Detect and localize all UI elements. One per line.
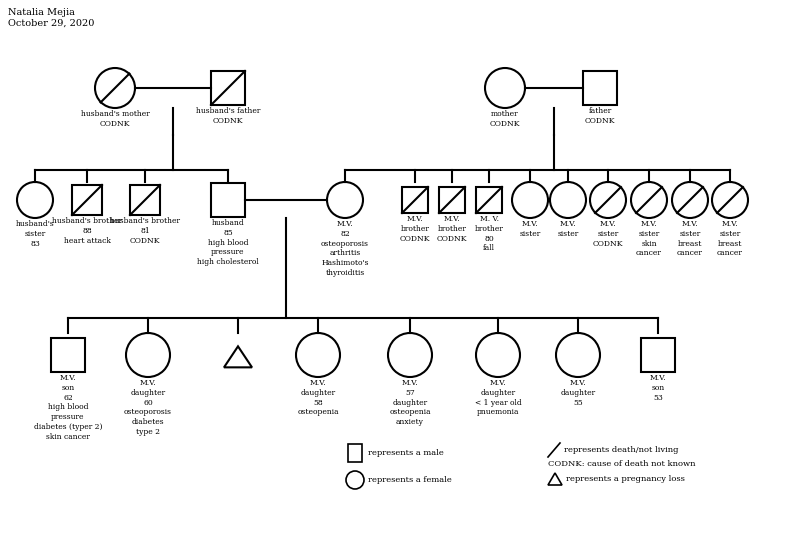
Text: M.V.
daughter
< 1 year old
pnuemonia: M.V. daughter < 1 year old pnuemonia: [474, 379, 522, 416]
Bar: [583, 71, 617, 105]
Text: represents a pregnancy loss: represents a pregnancy loss: [566, 475, 685, 483]
Text: M.V.
daughter
55: M.V. daughter 55: [561, 379, 595, 406]
Text: CODNK: cause of death not known: CODNK: cause of death not known: [548, 460, 695, 468]
Text: mother
CODNK: mother CODNK: [490, 110, 520, 128]
Bar: [439, 187, 465, 213]
Text: M.V.
sister: M.V. sister: [519, 220, 541, 238]
Text: M.V.
daughter
58
osteopenia: M.V. daughter 58 osteopenia: [297, 379, 339, 416]
Text: M.V.
57
daughter
osteopenia
anxiety: M.V. 57 daughter osteopenia anxiety: [389, 379, 431, 426]
Text: M. V.
brother
80
fall: M. V. brother 80 fall: [474, 215, 503, 252]
Text: husband's
sister
83: husband's sister 83: [16, 220, 54, 248]
Text: represents death/not living: represents death/not living: [564, 446, 678, 454]
Text: M.V.
sister
breast
cancer: M.V. sister breast cancer: [717, 220, 743, 257]
Bar: [641, 338, 675, 372]
Text: M.V.
son
62
high blood
pressure
diabetes (typer 2)
skin cancer: M.V. son 62 high blood pressure diabetes…: [34, 374, 102, 441]
Text: M.V.
sister
breast
cancer: M.V. sister breast cancer: [677, 220, 703, 257]
Text: represents a male: represents a male: [368, 449, 444, 457]
Text: M.V.
brother
CODNK: M.V. brother CODNK: [400, 215, 430, 243]
Text: father
CODNK: father CODNK: [585, 107, 615, 125]
Text: M.V.
brother
CODNK: M.V. brother CODNK: [437, 215, 467, 243]
Bar: [51, 338, 85, 372]
Text: husband's mother
CODNK: husband's mother CODNK: [81, 110, 150, 128]
Text: M.V.
sister
skin
cancer: M.V. sister skin cancer: [636, 220, 662, 257]
Text: represents a female: represents a female: [368, 476, 452, 484]
Bar: [348, 444, 362, 462]
Bar: [72, 185, 102, 215]
Bar: [402, 187, 428, 213]
Text: husband's father
CODNK: husband's father CODNK: [196, 107, 260, 125]
Text: M.V.
sister
CODNK: M.V. sister CODNK: [593, 220, 623, 248]
Text: Natalia Mejia
October 29, 2020: Natalia Mejia October 29, 2020: [8, 8, 94, 28]
Bar: [211, 71, 245, 105]
Bar: [211, 183, 245, 217]
Text: M.V.
son
53: M.V. son 53: [650, 374, 666, 401]
Bar: [130, 185, 160, 215]
Text: husband's brother
81
CODNK: husband's brother 81 CODNK: [110, 217, 180, 245]
Text: husband
85
high blood
pressure
high cholesterol: husband 85 high blood pressure high chol…: [197, 219, 259, 266]
Text: M.V.
daughter
60
osteoporosis
diabetes
type 2: M.V. daughter 60 osteoporosis diabetes t…: [124, 379, 172, 436]
Text: M.V.
sister: M.V. sister: [558, 220, 578, 238]
Text: husband's brother
88
heart attack: husband's brother 88 heart attack: [52, 217, 122, 245]
Text: M.V.
82
osteoporosis
arthritis
Hashimoto's
thyroiditis: M.V. 82 osteoporosis arthritis Hashimoto…: [321, 220, 369, 277]
Bar: [476, 187, 502, 213]
